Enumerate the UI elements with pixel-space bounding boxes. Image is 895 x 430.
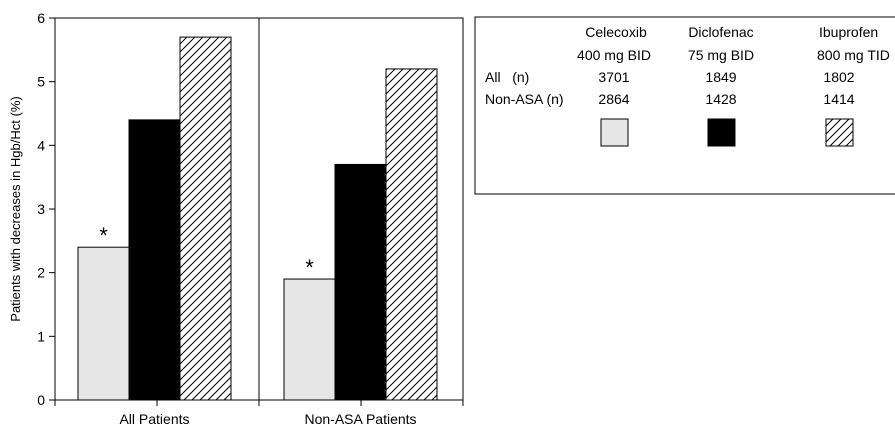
x-category-label: All Patients (119, 411, 189, 427)
legend-frame (474, 16, 895, 195)
y-axis-label: Patients with decreases in Hgb/Hct (%) (8, 96, 23, 321)
legend: Celecoxib 400 mg BID Diclofenac 75 mg BI… (474, 16, 895, 195)
y-tick-label: 0 (37, 392, 45, 408)
legend-swatch-diclofenac (707, 118, 736, 147)
y-tick-label: 4 (37, 137, 45, 153)
legend-swatch-ibuprofen (825, 118, 854, 147)
legend-drug-dose: 800 mg TID (817, 47, 890, 63)
legend-row-label: All (n) (485, 69, 529, 85)
legend-drug-dose: 75 mg BID (688, 47, 754, 63)
significance-marker: * (305, 255, 314, 280)
y-tick-label: 6 (37, 10, 45, 26)
y-axis: 0 1 2 3 4 5 6 (37, 10, 55, 408)
legend-count: 2864 (598, 91, 629, 107)
legend-count: 1802 (823, 69, 854, 85)
legend-drug-name: Diclofenac (688, 24, 753, 40)
bar (385, 68, 438, 401)
legend-count: 1849 (705, 69, 736, 85)
significance-marker: * (99, 223, 108, 248)
y-tick-label: 3 (37, 201, 45, 217)
y-tick-label: 2 (37, 265, 45, 281)
bar (334, 163, 387, 401)
x-category-label: Non-ASA Patients (304, 411, 416, 427)
legend-row-label: Non-ASA (n) (485, 91, 564, 107)
bar (128, 119, 181, 401)
legend-count: 3701 (598, 69, 629, 85)
legend-drug-name: Ibuprofen (819, 24, 878, 40)
legend-drug-dose: 400 mg BID (577, 47, 651, 63)
bars: ** (77, 36, 438, 401)
bar (283, 278, 336, 401)
x-axis: All Patients Non-ASA Patients (54, 400, 464, 427)
bar (77, 246, 130, 401)
bar (179, 36, 232, 401)
y-tick-label: 1 (37, 328, 45, 344)
legend-drug-name: Celecoxib (585, 24, 647, 40)
legend-swatch-celecoxib (600, 118, 629, 147)
legend-count: 1414 (823, 91, 854, 107)
y-tick-label: 5 (37, 74, 45, 90)
legend-count: 1428 (705, 91, 736, 107)
